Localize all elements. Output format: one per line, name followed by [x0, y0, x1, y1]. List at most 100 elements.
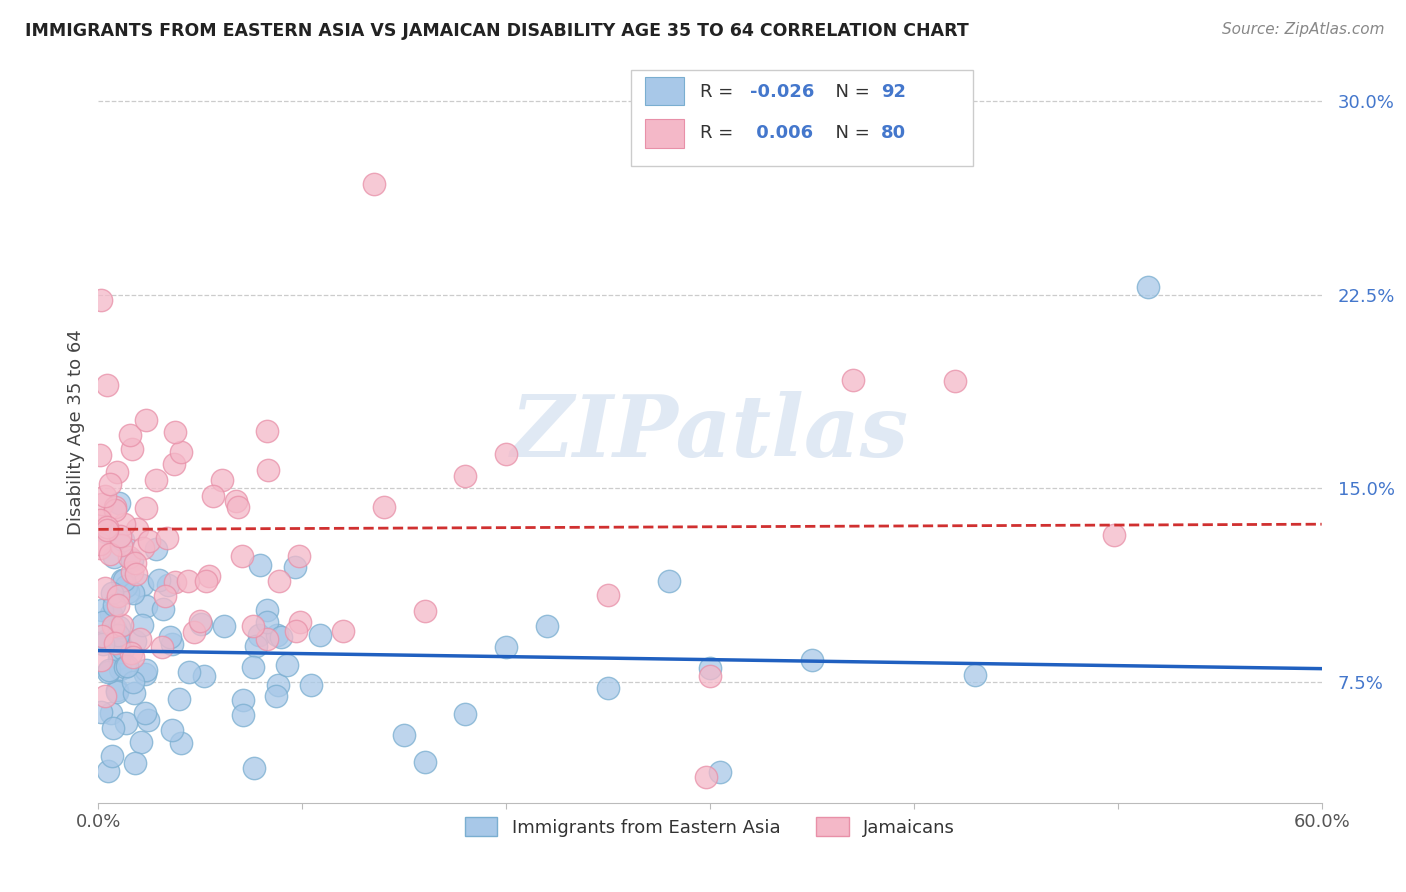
- Point: [100, 607, 122, 622]
- Point: [177, 574, 200, 588]
- Point: [93, 489, 115, 503]
- Point: [124, 633, 146, 648]
- Point: [454, 469, 477, 483]
- Point: [124, 686, 146, 700]
- Point: [177, 665, 200, 679]
- Point: [127, 522, 149, 536]
- Point: [242, 659, 264, 673]
- Point: [264, 690, 287, 704]
- Point: [101, 586, 124, 600]
- Point: [91, 603, 114, 617]
- Point: [90, 513, 112, 527]
- Point: [89, 513, 111, 527]
- Point: [198, 569, 221, 583]
- Point: [276, 658, 298, 673]
- Point: [129, 632, 152, 646]
- Point: [193, 669, 215, 683]
- Point: [256, 424, 278, 438]
- Point: [373, 500, 395, 514]
- Point: [112, 574, 135, 588]
- Point: [699, 669, 721, 683]
- Point: [89, 537, 111, 551]
- Point: [107, 628, 129, 642]
- Point: [131, 618, 153, 632]
- Point: [363, 177, 385, 191]
- Point: [108, 528, 131, 542]
- Point: [121, 553, 143, 567]
- Point: [965, 668, 987, 682]
- Point: [118, 550, 141, 565]
- Point: [243, 761, 266, 775]
- Point: [658, 574, 681, 588]
- Point: [495, 447, 517, 461]
- Point: [145, 541, 167, 556]
- Point: [454, 706, 477, 721]
- Point: [202, 490, 225, 504]
- Point: [247, 628, 270, 642]
- Point: [108, 645, 131, 659]
- Text: 0.006: 0.006: [751, 124, 814, 142]
- Point: [183, 624, 205, 639]
- Text: 80: 80: [882, 124, 907, 142]
- Point: [249, 558, 271, 573]
- Point: [107, 589, 129, 603]
- Text: R =: R =: [700, 124, 740, 142]
- Text: R =: R =: [700, 83, 740, 101]
- Point: [156, 578, 179, 592]
- Point: [94, 581, 117, 595]
- Point: [96, 520, 118, 534]
- Point: [135, 500, 157, 515]
- Point: [108, 662, 131, 676]
- Point: [90, 497, 112, 511]
- Point: [117, 585, 139, 599]
- Point: [115, 579, 138, 593]
- Point: [91, 629, 114, 643]
- Point: [801, 653, 824, 667]
- Point: [125, 567, 148, 582]
- Point: [162, 723, 184, 737]
- Point: [226, 500, 249, 514]
- Point: [225, 493, 247, 508]
- Point: [107, 465, 129, 479]
- Point: [122, 650, 145, 665]
- Point: [641, 145, 664, 160]
- Point: [117, 659, 139, 673]
- Point: [256, 615, 278, 629]
- Point: [163, 458, 186, 472]
- Point: [107, 633, 129, 648]
- Point: [104, 623, 127, 637]
- Point: [188, 614, 211, 628]
- Point: [94, 525, 117, 540]
- Point: [98, 547, 121, 561]
- Point: [257, 463, 280, 477]
- Point: [1102, 527, 1125, 541]
- Point: [108, 620, 131, 634]
- Point: [242, 618, 264, 632]
- Point: [131, 578, 153, 592]
- Text: -0.026: -0.026: [751, 83, 814, 101]
- Point: [107, 651, 129, 665]
- Point: [96, 378, 118, 392]
- Point: [103, 549, 125, 564]
- Point: [266, 628, 288, 642]
- Point: [135, 663, 157, 677]
- Point: [129, 735, 152, 749]
- Point: [124, 556, 146, 570]
- Point: [111, 618, 134, 632]
- Point: [94, 689, 117, 703]
- FancyBboxPatch shape: [645, 120, 685, 147]
- Point: [110, 538, 132, 552]
- Point: [167, 691, 190, 706]
- Point: [267, 574, 290, 589]
- Point: [96, 523, 118, 537]
- Point: [104, 500, 127, 514]
- Point: [115, 715, 138, 730]
- Point: [91, 637, 114, 651]
- Point: [288, 549, 311, 563]
- Point: [132, 541, 155, 556]
- Point: [153, 589, 176, 603]
- Point: [103, 598, 125, 612]
- Point: [104, 635, 127, 649]
- Point: [121, 565, 143, 579]
- Point: [170, 445, 193, 459]
